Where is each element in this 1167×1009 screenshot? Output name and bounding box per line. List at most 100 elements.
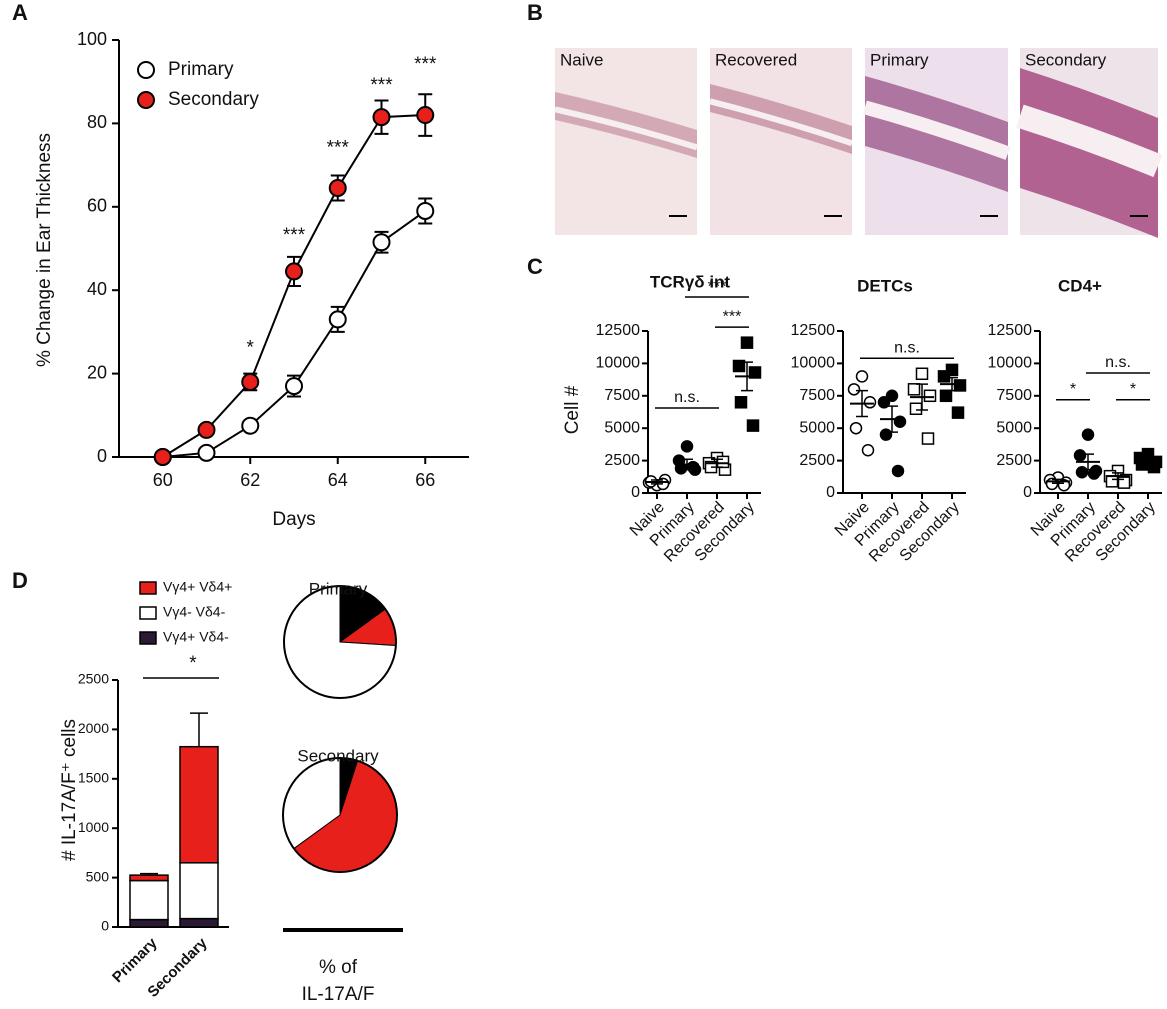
y-tick-label: 60 — [87, 196, 107, 216]
significance: *** — [370, 75, 393, 96]
y-tick-label: 0 — [97, 446, 107, 466]
x-axis-label: Days — [272, 509, 315, 530]
point — [937, 370, 951, 383]
bar-segment — [129, 874, 169, 882]
point — [915, 367, 929, 381]
y-tick-label: 7500 — [799, 387, 835, 404]
point — [923, 389, 937, 403]
point — [909, 402, 923, 416]
micrograph-label: Naive — [560, 50, 603, 69]
x-tick-label: Primary — [109, 934, 161, 986]
point — [372, 108, 391, 127]
y-tick-label: 2500 — [78, 671, 109, 687]
sem-bar — [946, 376, 958, 392]
chart-title: CD4+ — [1058, 276, 1102, 295]
caption: % of — [319, 957, 358, 978]
point — [241, 416, 260, 435]
point — [153, 448, 172, 466]
point — [732, 359, 746, 373]
y-tick-label: 1500 — [78, 770, 109, 786]
point — [849, 421, 863, 435]
point — [748, 366, 762, 379]
bar-segment — [179, 745, 219, 864]
pie-title: Secondary — [297, 746, 379, 765]
legend-swatch — [139, 606, 157, 620]
significance: n.s. — [1105, 354, 1131, 371]
point — [855, 370, 869, 383]
point — [907, 383, 921, 396]
significance: n.s. — [674, 389, 700, 406]
significance: * — [1070, 381, 1076, 398]
point — [945, 363, 959, 377]
y-tick-label: 0 — [631, 484, 640, 501]
point — [285, 262, 303, 281]
point — [921, 432, 935, 445]
sem-bar — [916, 383, 928, 411]
bar-segment — [129, 918, 169, 928]
significance: *** — [708, 278, 727, 295]
y-tick-label: 0 — [101, 918, 109, 934]
y-tick-label: 2500 — [604, 452, 640, 469]
point — [891, 464, 905, 478]
point — [1105, 475, 1119, 488]
y-tick-label: 12500 — [791, 322, 836, 339]
y-tick-label: 2500 — [996, 452, 1032, 469]
pie-title: Primary — [309, 579, 368, 598]
legend-label: Secondary — [168, 89, 259, 110]
sem-bar — [1142, 457, 1154, 464]
point — [686, 460, 700, 474]
point — [328, 310, 347, 329]
significance: *** — [283, 225, 306, 246]
chart-title: DETCs — [857, 276, 913, 295]
sem-bar — [741, 361, 753, 392]
tissue-layer — [554, 106, 698, 151]
significance: *** — [723, 308, 742, 325]
significance: *** — [414, 54, 437, 75]
point — [716, 455, 730, 469]
bar-segment — [179, 917, 219, 928]
y-tick-label: 10000 — [791, 355, 836, 372]
y-tick-label: 40 — [87, 279, 107, 299]
point — [416, 106, 435, 125]
sem-bar — [1082, 453, 1094, 471]
pie-outline — [283, 585, 397, 699]
x-tick-label: 66 — [415, 470, 435, 490]
y-tick-label: 12500 — [988, 322, 1033, 339]
sem-bar — [651, 479, 663, 485]
y-tick-label: 7500 — [996, 387, 1032, 404]
chart-title: TCRγδ int — [650, 272, 731, 291]
y-tick-label: 5000 — [799, 419, 835, 436]
y-tick-label: 5000 — [604, 419, 640, 436]
error-bar — [190, 712, 208, 747]
point — [746, 419, 760, 432]
point — [285, 377, 303, 396]
tissue-layer — [863, 100, 1011, 160]
bar-segment — [179, 862, 219, 920]
tissue — [1020, 68, 1158, 238]
y-tick-label: 12500 — [596, 322, 641, 339]
significance: * — [247, 338, 255, 359]
legend-swatch — [139, 581, 157, 595]
y-tick-label: 100 — [77, 29, 107, 49]
tissue-layer — [709, 98, 853, 147]
legend-label: Vγ4+ Vδ4+ — [163, 579, 232, 595]
point — [740, 336, 754, 349]
point — [861, 443, 875, 457]
point — [1135, 458, 1149, 471]
significance: *** — [327, 137, 350, 158]
point — [951, 406, 965, 419]
bar-segment — [129, 879, 169, 921]
y-tick-label: 20 — [87, 362, 107, 382]
legend-label: Primary — [168, 59, 234, 80]
y-tick-label: 10000 — [988, 355, 1033, 372]
point — [416, 201, 435, 220]
panel-label: B — [527, 0, 543, 25]
y-tick-label: 2000 — [78, 720, 109, 736]
panel-label: C — [527, 254, 543, 279]
sem-bar — [886, 405, 898, 433]
significance: * — [1130, 381, 1136, 398]
point — [1075, 466, 1089, 479]
legend-label: Vγ4- Vδ4- — [163, 604, 226, 620]
caption: IL-17A/F — [302, 984, 375, 1005]
